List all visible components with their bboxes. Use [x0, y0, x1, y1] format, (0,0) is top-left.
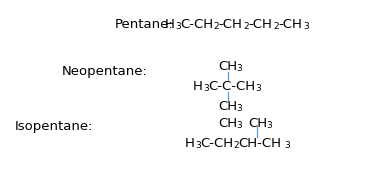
Text: CH: CH — [218, 60, 237, 73]
Text: 2: 2 — [273, 22, 279, 31]
Text: CH: CH — [248, 117, 267, 130]
Text: -CH: -CH — [218, 18, 242, 31]
Text: 3: 3 — [236, 64, 242, 73]
Text: C-CH: C-CH — [180, 18, 213, 31]
Text: -CH: -CH — [248, 18, 272, 31]
Text: H: H — [185, 137, 195, 150]
Text: Neopentane:: Neopentane: — [62, 65, 148, 78]
Text: 3: 3 — [303, 22, 309, 31]
Text: 2: 2 — [213, 22, 219, 31]
Text: Isopentane:: Isopentane: — [15, 120, 93, 133]
Text: CH: CH — [218, 100, 237, 113]
Text: H: H — [193, 80, 203, 93]
Text: C-C-CH: C-C-CH — [208, 80, 255, 93]
Text: 3: 3 — [236, 104, 242, 113]
Text: 3: 3 — [175, 22, 181, 31]
Text: CH: CH — [218, 117, 237, 130]
Text: CH-CH: CH-CH — [238, 137, 281, 150]
Text: 3: 3 — [266, 121, 272, 130]
Text: -CH: -CH — [278, 18, 302, 31]
Text: 3: 3 — [236, 121, 242, 130]
Text: 2: 2 — [243, 22, 249, 31]
Text: Pentane:: Pentane: — [115, 18, 174, 31]
Text: 2: 2 — [233, 141, 238, 150]
Text: H: H — [165, 18, 175, 31]
Text: 3: 3 — [203, 84, 209, 93]
Text: C-CH: C-CH — [200, 137, 233, 150]
Text: 3: 3 — [255, 84, 261, 93]
Text: 3: 3 — [195, 141, 201, 150]
Text: 3: 3 — [284, 141, 290, 150]
